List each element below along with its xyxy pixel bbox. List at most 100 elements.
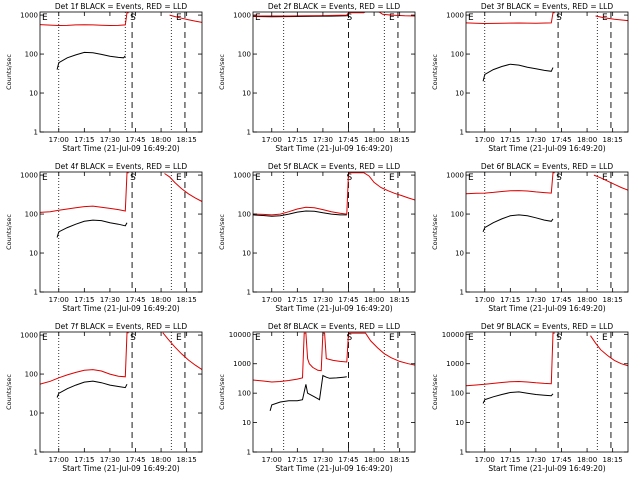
marker-label-e: E	[176, 333, 182, 343]
x-tick-label: 17:00	[49, 136, 69, 144]
events-series-line	[269, 374, 347, 412]
y-tick-label: 100	[238, 211, 251, 219]
chart-title: Det 5f BLACK = Events, RED = LLD	[268, 162, 401, 171]
x-tick-label: 17:30	[313, 136, 333, 144]
y-tick-label: 10	[242, 90, 251, 98]
x-tick-label: 17:45	[551, 136, 571, 144]
marker-label-s: S	[556, 333, 562, 343]
marker-label-s: S	[346, 13, 352, 23]
y-tick-label: 100	[451, 211, 464, 219]
y-tick-label: 1	[34, 129, 38, 137]
y-tick-label: 1	[34, 449, 38, 457]
y-tick-label: 100	[451, 390, 464, 398]
corner-marker-label: E	[468, 13, 474, 23]
x-tick-label: 17:15	[500, 136, 520, 144]
y-tick-label: 1	[460, 449, 464, 457]
x-axis-label: Start Time (21-Jul-09 16:49:20)	[275, 304, 392, 313]
y-axis-label: Counts/sec	[5, 214, 13, 250]
y-tick-label: 10	[242, 250, 251, 258]
y-tick-label: 1	[247, 449, 251, 457]
lld-series-line	[590, 335, 628, 367]
x-tick-label: 18:00	[151, 456, 171, 464]
x-tick-label: 17:45	[338, 456, 358, 464]
x-tick-label: 17:45	[338, 296, 358, 304]
marker-label-s: S	[130, 13, 136, 23]
x-tick-label: 18:00	[577, 136, 597, 144]
y-tick-label: 1	[460, 129, 464, 137]
x-tick-label: 18:00	[364, 296, 384, 304]
x-tick-label: 17:30	[313, 456, 333, 464]
corner-marker-label: E	[42, 173, 48, 183]
y-tick-label: 100	[25, 51, 38, 59]
x-tick-label: 17:45	[551, 296, 571, 304]
lld-series-line	[595, 15, 628, 22]
x-tick-label: 18:00	[364, 456, 384, 464]
chart-panel-7: Det 7f BLACK = Events, RED = LLD S E E 17:00…	[5, 322, 203, 473]
y-tick-label: 1000	[446, 360, 464, 368]
plot-frame	[39, 11, 203, 133]
x-tick-label: 17:30	[526, 136, 546, 144]
corner-marker-label: E	[42, 13, 48, 23]
corner-marker-label: E	[468, 173, 474, 183]
x-tick-label: 17:30	[100, 136, 120, 144]
x-tick-label: 17:45	[338, 136, 358, 144]
chart-title: Det 2f BLACK = Events, RED = LLD	[268, 2, 401, 11]
y-tick-label: 100	[25, 371, 38, 379]
x-tick-label: 18:15	[603, 296, 623, 304]
chart-title: Det 9f BLACK = Events, RED = LLD	[481, 322, 614, 331]
x-tick-label: 18:00	[151, 296, 171, 304]
x-tick-label: 17:15	[74, 456, 94, 464]
corner-marker-label: E	[255, 13, 261, 23]
x-axis-label: Start Time (21-Jul-09 16:49:20)	[275, 144, 392, 153]
lld-series-line	[253, 172, 415, 216]
x-tick-label: 17:45	[125, 296, 145, 304]
y-tick-label: 1	[34, 289, 38, 297]
y-axis-label: Counts/sec	[218, 214, 226, 250]
x-tick-label: 17:30	[100, 296, 120, 304]
events-series-line	[56, 51, 126, 70]
y-tick-label: 1	[460, 289, 464, 297]
marker-label-e: E	[389, 13, 395, 23]
y-axis-label: Counts/sec	[5, 54, 13, 90]
x-tick-label: 18:00	[364, 136, 384, 144]
x-tick-label: 18:15	[390, 136, 410, 144]
lld-series-line	[40, 172, 129, 213]
x-tick-label: 18:15	[177, 296, 197, 304]
events-series-line	[56, 380, 128, 398]
plot-frame	[465, 11, 629, 133]
lld-series-line	[162, 332, 202, 371]
x-tick-label: 18:00	[577, 456, 597, 464]
lld-series-line	[169, 14, 202, 23]
chart-title: Det 8f BLACK = Events, RED = LLD	[268, 322, 401, 331]
x-tick-label: 17:15	[287, 296, 307, 304]
x-axis-label: Start Time (21-Jul-09 16:49:20)	[275, 464, 392, 473]
chart-panel-6: Det 6f BLACK = Events, RED = LLD S E E 17:00…	[431, 162, 629, 313]
marker-label-s: S	[556, 173, 562, 183]
plot-frame	[252, 171, 416, 293]
y-tick-label: 100	[25, 211, 38, 219]
chart-panel-5: Det 5f BLACK = Events, RED = LLD S E E 17:00…	[218, 162, 416, 313]
chart-panel-2: Det 2f BLACK = Events, RED = LLD S E E 17:00…	[218, 2, 416, 153]
events-series-line	[56, 219, 128, 238]
y-tick-label: 10	[455, 90, 464, 98]
marker-label-s: S	[346, 333, 352, 343]
x-tick-label: 17:45	[125, 136, 145, 144]
plot-frame	[252, 331, 416, 453]
plot-frame	[465, 171, 629, 293]
x-tick-label: 18:15	[390, 296, 410, 304]
y-tick-label: 10	[455, 419, 464, 427]
y-tick-label: 10000	[442, 331, 464, 339]
chart-panel-9: Det 9f BLACK = Events, RED = LLD S E E 17:00…	[431, 322, 629, 473]
x-axis-label: Start Time (21-Jul-09 16:49:20)	[62, 464, 179, 473]
chart-title: Det 3f BLACK = Events, RED = LLD	[481, 2, 614, 11]
x-tick-label: 18:15	[177, 136, 197, 144]
lld-series-line	[40, 332, 129, 385]
y-tick-label: 10	[242, 419, 251, 427]
y-tick-label: 100	[238, 51, 251, 59]
events-series-line	[253, 210, 347, 217]
x-tick-label: 17:45	[125, 456, 145, 464]
y-tick-label: 1	[247, 289, 251, 297]
